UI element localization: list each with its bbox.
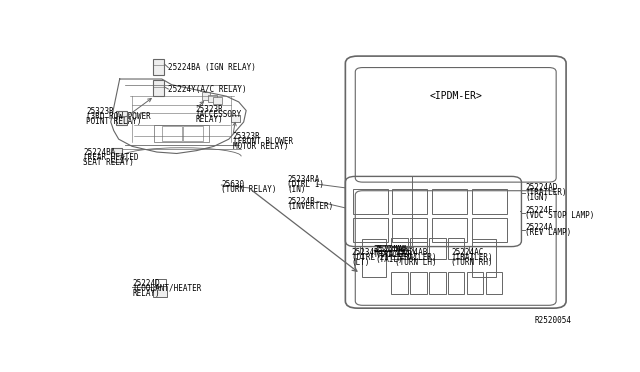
Bar (213, 97, 222, 104)
Text: (DTRL 1): (DTRL 1) (287, 180, 324, 189)
Bar (410, 272, 427, 294)
Bar (353, 189, 388, 214)
Text: (TRAILER): (TRAILER) (396, 253, 437, 262)
Text: (TRAILER): (TRAILER) (451, 253, 493, 262)
Text: SEAT RELAY): SEAT RELAY) (83, 158, 134, 167)
Text: (TURN LH): (TURN LH) (396, 258, 437, 267)
Text: (VDC STOP LAMP): (VDC STOP LAMP) (525, 211, 595, 219)
Text: 25224B: 25224B (287, 197, 315, 206)
Bar (154, 286, 167, 297)
Bar (362, 240, 385, 277)
Bar (472, 189, 507, 214)
Text: R2520054: R2520054 (534, 316, 571, 326)
Text: 25224A: 25224A (525, 224, 553, 232)
Text: 25234RA: 25234RA (287, 175, 320, 184)
Bar (429, 238, 445, 260)
Bar (392, 238, 408, 260)
Bar (154, 80, 164, 96)
Text: 25224AD: 25224AD (525, 183, 558, 192)
Bar (429, 272, 445, 294)
Text: (REV LAMP): (REV LAMP) (525, 228, 572, 237)
Text: (IGN): (IGN) (525, 193, 548, 202)
Bar (183, 126, 203, 141)
Bar (231, 115, 240, 122)
Text: 25224AA: 25224AA (374, 245, 406, 254)
Bar (162, 126, 182, 141)
Text: (TRAILER): (TRAILER) (375, 250, 417, 259)
Text: (REAR HEATED: (REAR HEATED (83, 153, 138, 162)
Text: POINT RELAY): POINT RELAY) (86, 116, 141, 126)
Bar (353, 218, 388, 242)
Bar (410, 238, 427, 260)
Text: (TAIL): (TAIL) (375, 255, 403, 264)
Bar (472, 240, 495, 277)
Text: 25224BA: 25224BA (83, 148, 115, 157)
Bar (448, 238, 465, 260)
Bar (432, 218, 467, 242)
Text: <IPDM-ER>: <IPDM-ER> (429, 91, 482, 101)
Text: 25323R: 25323R (195, 105, 223, 113)
Bar (202, 93, 211, 100)
Text: RELAY): RELAY) (195, 115, 223, 124)
Bar (111, 148, 122, 162)
Text: 25234R: 25234R (352, 248, 380, 257)
Text: (FRONT BLOWER: (FRONT BLOWER (233, 137, 293, 146)
Text: 25224Y(A/C RELAY): 25224Y(A/C RELAY) (168, 84, 247, 93)
Bar (448, 272, 465, 294)
Text: (TURN RELAY): (TURN RELAY) (221, 185, 277, 194)
Text: MOTOR RELAY): MOTOR RELAY) (233, 142, 288, 151)
Text: 25323R: 25323R (86, 107, 114, 116)
Text: 25323R: 25323R (233, 132, 260, 141)
Text: (3RD ROW POWER: (3RD ROW POWER (86, 112, 150, 121)
Text: 25224F: 25224F (525, 206, 553, 215)
Bar (392, 218, 428, 242)
Text: 25630: 25630 (221, 180, 244, 189)
Bar (432, 189, 467, 214)
Text: (TRAILER): (TRAILER) (525, 188, 567, 197)
Text: 25224AB: 25224AB (396, 248, 428, 257)
Bar (392, 272, 408, 294)
Bar (116, 110, 127, 125)
Text: (TRAILER): (TRAILER) (369, 250, 411, 259)
Bar (154, 125, 209, 142)
Text: (DTRL 2): (DTRL 2) (352, 253, 389, 262)
Text: 25224D: 25224D (132, 279, 160, 288)
Text: (COOLANT/HEATER: (COOLANT/HEATER (132, 284, 202, 293)
Text: RELAY): RELAY) (132, 289, 160, 298)
Text: 25224AC: 25224AC (451, 248, 483, 257)
Text: (LT): (LT) (352, 258, 371, 267)
Bar (472, 218, 507, 242)
Bar (486, 272, 502, 294)
Text: 25224AA: 25224AA (375, 245, 408, 254)
Text: (TURN RH): (TURN RH) (451, 258, 493, 267)
Bar (467, 272, 483, 294)
Bar (208, 95, 217, 102)
Bar (154, 59, 164, 75)
Text: (IN): (IN) (287, 185, 306, 193)
Bar (155, 279, 166, 286)
Text: (ACCESSORY: (ACCESSORY (195, 110, 241, 119)
Text: (INVERTER): (INVERTER) (287, 202, 333, 211)
Text: 25224BA (IGN RELAY): 25224BA (IGN RELAY) (168, 63, 256, 72)
Bar (392, 189, 428, 214)
